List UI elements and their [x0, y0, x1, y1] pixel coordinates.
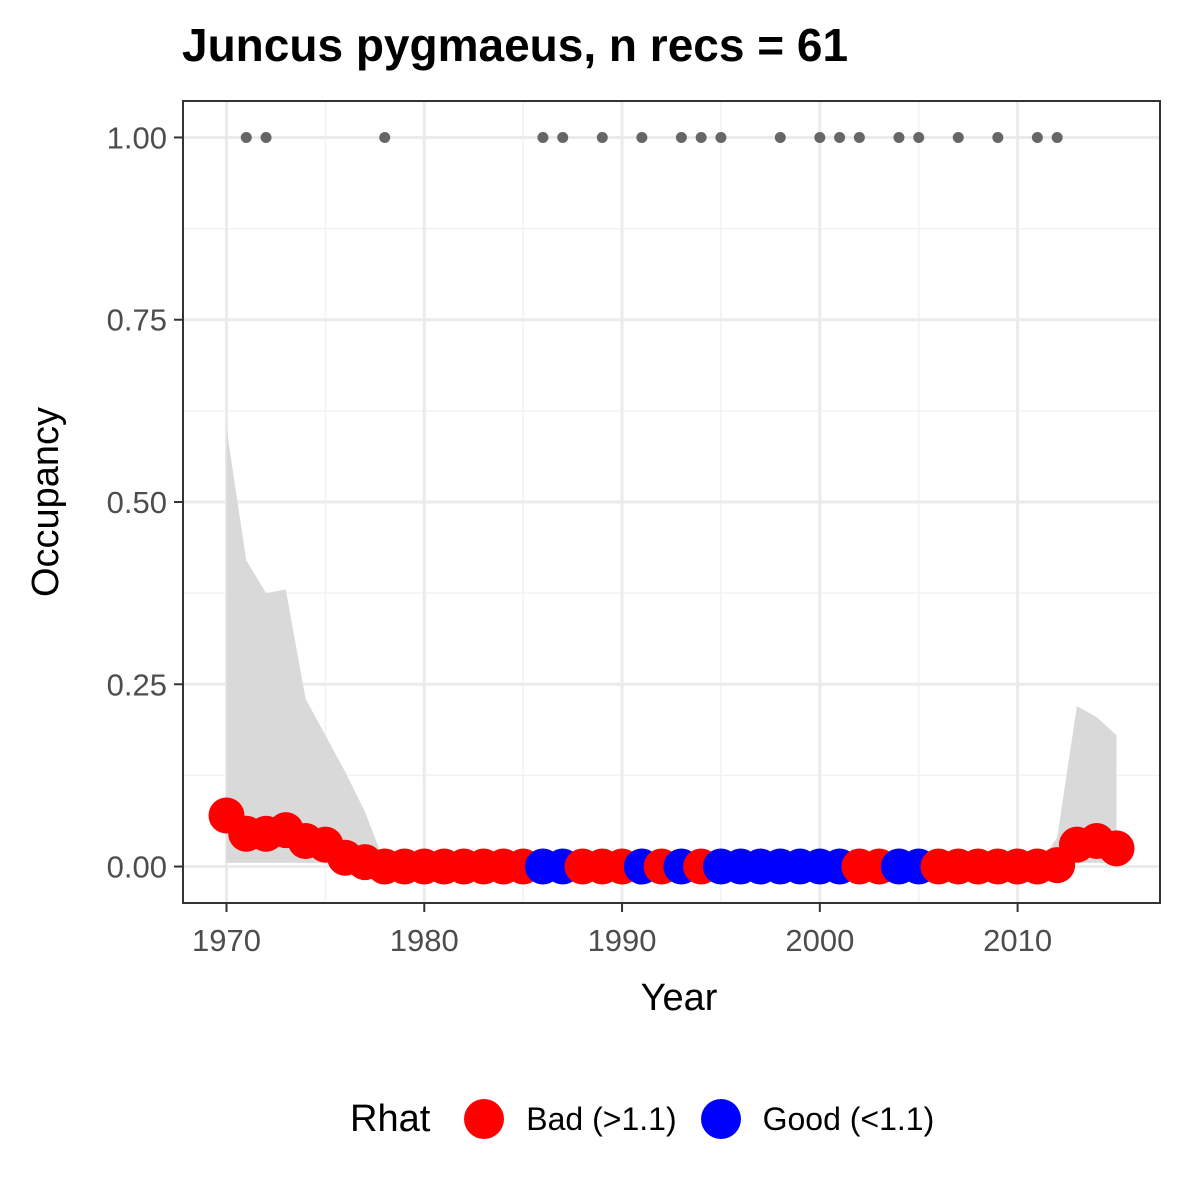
- x-tick-label: 2010: [983, 923, 1052, 958]
- record-point: [814, 131, 826, 143]
- x-tick-label: 1980: [390, 923, 459, 958]
- record-point: [636, 131, 648, 143]
- record-point: [913, 131, 925, 143]
- legend-title: Rhat: [350, 1097, 431, 1140]
- record-point: [1031, 131, 1043, 143]
- legend-item-good: Good (<1.1): [700, 1099, 935, 1139]
- legend-swatch-good: [700, 1099, 741, 1139]
- record-point: [260, 131, 272, 143]
- y-axis-label: Occupancy: [25, 407, 67, 597]
- record-point: [893, 131, 905, 143]
- record-point: [853, 131, 865, 143]
- record-point: [715, 131, 727, 143]
- legend-item-bad: Bad (>1.1): [464, 1099, 677, 1139]
- legend-label-good: Good (<1.1): [762, 1100, 935, 1137]
- legend-swatch-bad: [464, 1099, 505, 1139]
- record-point: [379, 131, 391, 143]
- occupancy-plot: 0.00 0.25 0.50 0.75 1.00 1970 1980 1990 2000 201…: [25, 100, 1161, 1019]
- record-point: [774, 131, 786, 143]
- y-tick-label: 0.25: [107, 667, 167, 702]
- record-point: [992, 131, 1004, 143]
- record-point: [240, 131, 252, 143]
- x-axis-label: Year: [641, 977, 718, 1019]
- record-point: [952, 131, 964, 143]
- record-point: [596, 131, 608, 143]
- x-tick-label: 1970: [192, 923, 261, 958]
- y-tick-label: 0.00: [107, 850, 167, 885]
- record-points: [240, 131, 1063, 143]
- record-point: [675, 131, 687, 143]
- y-tick-label: 0.50: [107, 485, 167, 520]
- record-point: [1051, 131, 1063, 143]
- record-point: [557, 131, 569, 143]
- x-tick-label: 2000: [785, 923, 854, 958]
- record-point: [537, 131, 549, 143]
- y-axis: 0.00 0.25 0.50 0.75 1.00: [107, 120, 183, 885]
- x-tick-label: 1990: [588, 923, 657, 958]
- legend: Rhat Bad (>1.1) Good (<1.1): [350, 1096, 958, 1142]
- record-point: [834, 131, 846, 143]
- chart-title: Juncus pygmaeus, n recs = 61: [182, 19, 849, 71]
- x-axis: 1970 1980 1990 2000 2010: [192, 903, 1052, 958]
- y-tick-label: 1.00: [107, 120, 167, 155]
- record-point: [695, 131, 707, 143]
- credible-interval-band: [226, 429, 1117, 867]
- occupancy-point-bad: [1098, 830, 1135, 867]
- legend-label-bad: Bad (>1.1): [526, 1100, 677, 1137]
- y-tick-label: 0.75: [107, 303, 167, 338]
- occupancy-points: [208, 797, 1135, 885]
